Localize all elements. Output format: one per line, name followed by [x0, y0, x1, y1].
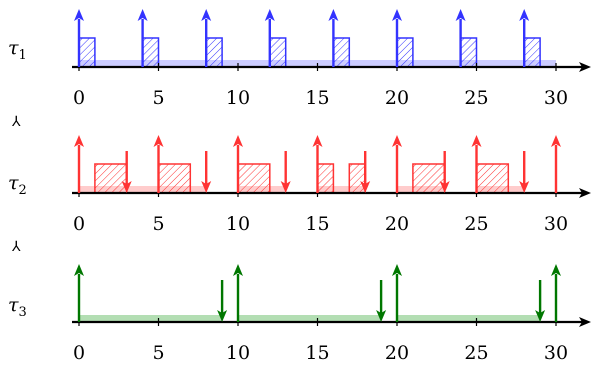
tau2-tick-label: 25 — [464, 213, 488, 235]
tau2-tick-label: 20 — [385, 213, 409, 235]
separator-symbol-2: ⅄ — [11, 239, 21, 255]
tau1-tick-label: 5 — [152, 87, 164, 109]
tau3-tick-label: 30 — [544, 342, 568, 364]
task-label-1: τ1 — [8, 37, 27, 63]
tau2-deadline-arrowhead — [201, 181, 212, 193]
tau1-axis-arrowhead — [579, 62, 591, 72]
tau2-tick-label: 30 — [544, 213, 568, 235]
tau1-release-arrowhead — [455, 9, 466, 21]
tau1-release-arrowhead — [264, 9, 275, 21]
tau2-deadline-arrowhead — [121, 181, 132, 193]
tau1-job-box — [78, 37, 96, 68]
tau2-job-box — [412, 163, 446, 194]
tau2-release-arrowhead — [392, 135, 402, 147]
task-label-2: τ2 — [8, 172, 27, 198]
task-label-3: τ3 — [8, 294, 27, 320]
tau2-deadline-arrowhead — [280, 181, 291, 193]
tau2-tick-label: 15 — [305, 213, 329, 235]
tau3-axis-arrowhead — [579, 317, 591, 327]
tau2-release-arrowhead — [74, 135, 84, 147]
timeline-tau3: 0 5 10 15 20 25 30 — [72, 264, 591, 364]
tau3-deadline-arrowhead — [535, 310, 546, 322]
tau1-release-arrowhead — [137, 9, 148, 21]
tau3-band-segment — [397, 315, 541, 322]
tau2-band-segment — [79, 186, 207, 193]
tau3-release-arrowhead — [551, 264, 561, 276]
tau1-tick-label: 25 — [464, 87, 488, 109]
timeline-tau1: 0 5 10 15 20 25 30 — [72, 9, 591, 109]
tau2-release-arrowhead — [233, 135, 243, 147]
tau2-release-arrowhead — [551, 135, 561, 147]
tau3-band-segment — [79, 315, 223, 322]
tau3-release-arrowhead — [392, 264, 402, 276]
tau1-tick-label: 10 — [226, 87, 250, 109]
tau2-job-box — [316, 163, 335, 194]
tau3-tick-label: 10 — [226, 342, 250, 364]
tau2-job-box — [94, 163, 128, 194]
tau2-release-arrowhead — [153, 135, 164, 147]
tau3-release-arrowhead — [74, 264, 84, 276]
tau1-release-arrowhead — [74, 9, 84, 21]
tau1-tick-label: 15 — [305, 87, 329, 109]
tau3-tick-label: 15 — [305, 342, 329, 364]
tau2-job-box — [237, 163, 271, 194]
tau2-tick-label: 10 — [226, 213, 250, 235]
tau1-job-box — [269, 37, 287, 68]
tau1-tick-label: 20 — [385, 87, 409, 109]
separator-symbol-1: ⅄ — [11, 114, 21, 130]
tau3-tick-label: 20 — [385, 342, 409, 364]
tau2-job-box — [157, 163, 192, 194]
tau1-job-box — [523, 37, 541, 68]
tau2-job-box — [475, 163, 510, 194]
tau2-deadline-arrowhead — [519, 181, 530, 193]
tau3-band-segment — [238, 315, 382, 322]
tau1-tick-label: 30 — [544, 87, 568, 109]
tau3-tick-label: 5 — [152, 342, 164, 364]
tau1-job-box — [459, 37, 478, 68]
tau3-release-arrowhead — [233, 264, 243, 276]
tau1-job-box — [141, 37, 160, 68]
tau1-job-box — [205, 37, 223, 68]
tau1-release-arrowhead — [519, 9, 530, 21]
tau1-job-box — [332, 37, 351, 68]
tau2-tick-label: 0 — [73, 213, 85, 235]
tau2-deadline-arrowhead — [360, 181, 371, 193]
tau1-job-box — [396, 37, 414, 68]
tau3-deadline-arrowhead — [217, 310, 228, 322]
tau2-release-arrowhead — [471, 135, 482, 147]
tau3-tick-label: 25 — [464, 342, 488, 364]
tau2-deadline-arrowhead — [439, 181, 450, 193]
tau1-release-arrowhead — [328, 9, 339, 21]
tau2-axis-arrowhead — [579, 188, 591, 198]
tau1-release-arrowhead — [201, 9, 212, 21]
tau1-release-arrowhead — [392, 9, 402, 21]
timeline-tau2: 0 5 10 15 20 25 30 — [72, 135, 591, 235]
tau2-release-arrowhead — [312, 135, 323, 147]
tau2-tick-label: 5 — [152, 213, 164, 235]
tau3-deadline-arrowhead — [376, 310, 387, 322]
tau2-band-segment — [317, 186, 366, 193]
tau1-tick-label: 0 — [73, 87, 85, 109]
tau2-job-box — [348, 163, 366, 194]
tau3-tick-label: 0 — [73, 342, 85, 364]
